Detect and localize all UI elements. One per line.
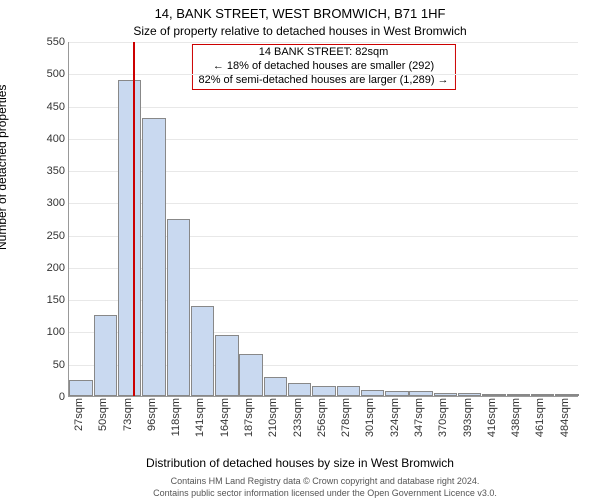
ytick-label: 200 <box>47 262 69 274</box>
histogram-bar <box>142 118 165 396</box>
xtick-label: 301sqm <box>364 398 376 437</box>
ytick-label: 250 <box>47 230 69 242</box>
ytick-label: 500 <box>47 68 69 80</box>
xtick-label: 416sqm <box>486 398 498 437</box>
footnote-copyright: Contains HM Land Registry data © Crown c… <box>60 476 590 486</box>
xtick-label: 347sqm <box>413 398 425 437</box>
xtick-label: 370sqm <box>437 398 449 437</box>
xtick-label: 233sqm <box>292 398 304 437</box>
histogram-bar <box>337 386 360 396</box>
xtick-label: 141sqm <box>194 398 206 437</box>
callout-line3: 82% of semi-detached houses are larger (… <box>198 74 448 88</box>
xtick-label: 187sqm <box>243 398 255 437</box>
xtick-label: 393sqm <box>462 398 474 437</box>
histogram-bar <box>215 335 238 396</box>
marker-line <box>133 42 135 396</box>
histogram-bar <box>458 393 481 396</box>
histogram-bar <box>264 377 287 396</box>
y-axis-label: Number of detached properties <box>0 85 9 250</box>
xtick-label: 484sqm <box>559 398 571 437</box>
xtick-label: 50sqm <box>97 398 109 431</box>
histogram-bar <box>507 394 530 396</box>
histogram-bar <box>191 306 214 396</box>
histogram-bar <box>482 394 505 396</box>
xtick-label: 256sqm <box>316 398 328 437</box>
xtick-label: 438sqm <box>510 398 522 437</box>
xtick-label: 278sqm <box>340 398 352 437</box>
xtick-label: 73sqm <box>122 398 134 431</box>
xtick-label: 324sqm <box>389 398 401 437</box>
histogram-bar <box>167 219 190 397</box>
page-title: 14, BANK STREET, WEST BROMWICH, B71 1HF <box>0 6 600 21</box>
histogram-bar <box>385 391 408 396</box>
gridline <box>69 74 578 75</box>
ytick-label: 400 <box>47 133 69 145</box>
ytick-label: 150 <box>47 294 69 306</box>
histogram-bar <box>239 354 262 396</box>
xtick-label: 210sqm <box>267 398 279 437</box>
ytick-label: 50 <box>53 359 69 371</box>
xtick-label: 27sqm <box>73 398 85 431</box>
page-subtitle: Size of property relative to detached ho… <box>0 24 600 38</box>
callout-line1: 14 BANK STREET: 82sqm <box>198 46 448 60</box>
ytick-label: 350 <box>47 165 69 177</box>
ytick-label: 450 <box>47 101 69 113</box>
histogram-plot: 14 BANK STREET: 82sqm ← 18% of detached … <box>68 42 578 397</box>
xtick-label: 96sqm <box>146 398 158 431</box>
histogram-bar <box>361 390 384 396</box>
histogram-bar <box>409 391 432 396</box>
gridline <box>69 107 578 108</box>
histogram-bar <box>94 315 117 396</box>
histogram-bar <box>312 386 335 396</box>
xtick-label: 118sqm <box>170 398 182 436</box>
footnote-licence: Contains public sector information licen… <box>60 488 590 498</box>
histogram-bar <box>118 80 141 396</box>
ytick-label: 300 <box>47 197 69 209</box>
xtick-label: 164sqm <box>219 398 231 437</box>
ytick-label: 0 <box>59 391 69 403</box>
histogram-bar <box>288 383 311 396</box>
histogram-bar <box>434 393 457 396</box>
histogram-bar <box>531 394 554 396</box>
xtick-label: 461sqm <box>534 398 546 437</box>
plot-area: 14 BANK STREET: 82sqm ← 18% of detached … <box>68 42 578 397</box>
callout-line2: ← 18% of detached houses are smaller (29… <box>198 60 448 74</box>
histogram-bar <box>555 394 578 396</box>
x-axis-label: Distribution of detached houses by size … <box>0 456 600 470</box>
ytick-label: 100 <box>47 326 69 338</box>
gridline <box>69 42 578 43</box>
marker-callout: 14 BANK STREET: 82sqm ← 18% of detached … <box>191 44 455 90</box>
ytick-label: 550 <box>47 36 69 48</box>
histogram-bar <box>69 380 92 396</box>
